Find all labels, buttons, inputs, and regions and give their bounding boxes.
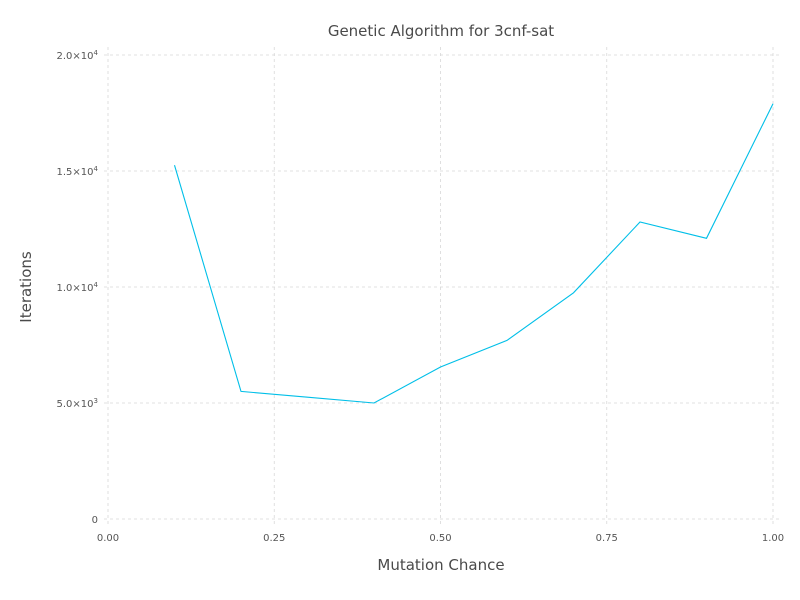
y-tick-label: 1.0×104 (57, 281, 99, 294)
x-tick-label: 1.00 (762, 533, 784, 544)
y-tick-label: 1.5×104 (57, 165, 99, 178)
x-tick-label: 0.00 (97, 533, 119, 544)
series-line (173, 103, 774, 404)
y-tick-label: 2.0×104 (57, 49, 99, 62)
series-layer (173, 103, 774, 404)
y-tick-label: 5.0×103 (57, 397, 98, 410)
x-tick-label: 0.50 (429, 533, 451, 544)
x-axis-ticks: 0.00 0.25 0.50 0.75 1.00 (97, 533, 784, 544)
y-axis-label: Iterations (17, 251, 35, 323)
x-tick-label: 0.75 (596, 533, 618, 544)
grid (104, 47, 779, 525)
x-axis-label: Mutation Chance (377, 556, 504, 574)
y-tick-label: 0 (92, 515, 98, 526)
chart-title: Genetic Algorithm for 3cnf-sat (328, 22, 554, 40)
x-tick-label: 0.25 (263, 533, 285, 544)
y-axis-ticks: 0 5.0×103 1.0×104 1.5×104 2.0×104 (57, 49, 99, 526)
